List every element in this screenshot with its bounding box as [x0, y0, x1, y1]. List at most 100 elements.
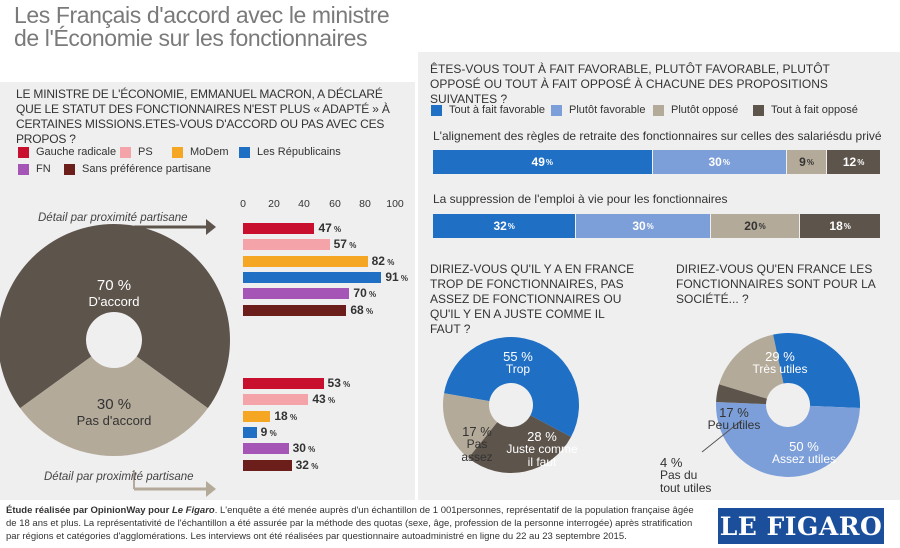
- party-bar-accord-0: [243, 223, 315, 234]
- slice-value: 50 %: [789, 439, 819, 454]
- stack-row-title: L'alignement des règles de retraite des …: [433, 129, 882, 143]
- legend-swatch: [64, 163, 75, 175]
- slice-label-tres-utiles: 29 % Très utiles: [748, 350, 812, 376]
- legend-label: Plutôt favorable: [569, 104, 646, 116]
- axis-tick: 80: [359, 198, 371, 210]
- question-left: LE MINISTRE DE L'ÉCONOMIE, EMMANUEL MACR…: [16, 87, 390, 146]
- party-bar-label: 43 %: [312, 392, 336, 407]
- legend-swatch: [18, 146, 29, 158]
- footer-source: Étude réalisée par OpinionWay pour: [6, 505, 170, 516]
- stack-segment-0-0: 49%: [433, 150, 652, 174]
- legend-label: Tout à fait favorable: [449, 104, 546, 116]
- party-legend: Gauche radicale PS MoDem Les Républicain…: [18, 146, 413, 182]
- party-bar-pas-accord-0: [243, 378, 324, 389]
- slice-label-juste: 28 % Juste comme il faut: [506, 430, 578, 469]
- slice-value: 55 %: [503, 349, 533, 364]
- legend-item: MoDem: [172, 146, 229, 158]
- party-bar-accord-4: [243, 288, 350, 300]
- party-bar-label: 18 %: [274, 408, 298, 423]
- slice-value: 29 %: [765, 349, 795, 364]
- axis-tick: 20: [268, 198, 280, 210]
- slice-name: Juste comme il faut: [506, 442, 578, 469]
- party-bar-label: 70 %: [353, 286, 377, 301]
- slice-name: Pas du tout utiles: [660, 468, 712, 495]
- slice-value: 70 %: [96, 277, 132, 294]
- legend-label: Tout à fait opposé: [771, 104, 858, 116]
- stack-legend: Tout à fait favorable Plutôt favorable P…: [431, 104, 891, 118]
- legend-label: MoDem: [190, 146, 229, 158]
- question-utilite: DIRIEZ-VOUS QU'EN FRANCE LES FONCTIONNAI…: [676, 262, 876, 306]
- slice-name: Très utiles: [752, 362, 808, 376]
- stack-row-title: La suppression de l'emploi à vie pour le…: [433, 192, 728, 206]
- party-bar-label: 68 %: [350, 302, 374, 317]
- legend-item: Tout à fait opposé: [753, 104, 858, 116]
- stack-segment-1-0: 32%: [433, 214, 576, 238]
- party-bar-label: 47 %: [318, 221, 342, 235]
- slice-value: 17 %: [462, 424, 492, 439]
- slice-label-pas-assez: 17 % Pas assez: [455, 425, 499, 464]
- stack-segment-1-2: 20%: [710, 214, 800, 238]
- question-right: ÊTES-VOUS TOUT À FAIT FAVORABLE, PLUTÔT …: [430, 62, 830, 106]
- slice-name: Trop: [505, 362, 531, 376]
- legend-item: PS: [120, 146, 153, 158]
- party-bar-pas-accord-5: [243, 459, 292, 471]
- stack-segment-0-3: 12%: [827, 150, 880, 174]
- party-bar-pas-accord-4: [243, 443, 289, 455]
- legend-swatch: [172, 146, 183, 158]
- legend-swatch: [653, 104, 664, 116]
- stack-segment-0-2: 9%: [786, 150, 827, 174]
- slice-label-pas-accord: 30 % Pas d'accord: [64, 396, 164, 428]
- legend-item: Plutôt favorable: [551, 104, 645, 116]
- footer-text: . L'enquête a été menée auprès d'un écha…: [6, 505, 694, 542]
- legend-label: PS: [138, 146, 153, 158]
- party-bar-label: 91 %: [385, 269, 409, 284]
- detail-label-accord: Détail par proximité partisane: [38, 212, 188, 224]
- legend-swatch: [431, 104, 442, 116]
- legend-swatch: [239, 146, 250, 158]
- slice-name: Peu utiles: [707, 418, 761, 432]
- slice-label-assez-utiles: 50 % Assez utiles: [766, 440, 842, 466]
- legend-item: Gauche radicale: [18, 146, 116, 158]
- legend-item: FN: [18, 163, 51, 175]
- legend-swatch: [120, 146, 131, 158]
- legend-label: Les Républicains: [257, 146, 341, 158]
- legend-item: Sans préférence partisane: [64, 163, 211, 175]
- slice-label-accord: 70 % D'accord: [64, 277, 164, 309]
- axis-tick: 0: [240, 198, 246, 210]
- legend-item: Tout à fait favorable: [431, 104, 545, 116]
- axis-tick: 100: [386, 198, 404, 210]
- stack-segment-1-3: 18%: [800, 214, 880, 238]
- slice-value: 28 %: [527, 429, 557, 444]
- legend-swatch: [753, 104, 764, 116]
- party-bar-label: 32 %: [295, 457, 319, 472]
- detail-label-pas-accord: Détail par proximité partisane: [44, 471, 194, 483]
- slice-label-trop: 55 % Trop: [488, 350, 548, 376]
- party-bar-label: 53 %: [327, 376, 351, 390]
- slice-name: Pas d'accord: [76, 413, 152, 428]
- slice-value: 4 %: [660, 455, 683, 470]
- party-bar-accord-2: [243, 255, 368, 267]
- legend-item: Les Républicains: [239, 146, 341, 158]
- party-bar-accord-5: [243, 304, 347, 316]
- party-bar-pas-accord-2: [243, 410, 271, 422]
- legend-label: FN: [36, 163, 51, 175]
- party-bar-accord-3: [243, 271, 382, 283]
- legend-item: Plutôt opposé: [653, 104, 738, 116]
- footer-note: Étude réalisée par OpinionWay pour Le Fi…: [6, 504, 696, 543]
- slice-label-peu-utiles: 17 % Peu utiles: [704, 406, 764, 432]
- legend-label: Gauche radicale: [36, 146, 117, 158]
- le-figaro-logo: LE FIGARO: [718, 508, 884, 544]
- slice-label-pas-du-tout: 4 % Pas du tout utiles: [660, 456, 724, 495]
- axis-tick: 60: [329, 198, 341, 210]
- party-bar-label: 30 %: [292, 441, 316, 456]
- slice-value: 17 %: [719, 405, 749, 420]
- party-bar-label: 82 %: [371, 253, 395, 268]
- party-bar-pas-accord-1: [243, 394, 309, 406]
- slice-value: 30 %: [96, 396, 132, 413]
- legend-label: Plutôt opposé: [671, 104, 739, 116]
- stack-segment-0-1: 30%: [652, 150, 786, 174]
- slice-name: D'accord: [88, 294, 140, 309]
- legend-swatch: [18, 163, 29, 175]
- page-title: Les Français d'accord avec le ministre d…: [14, 2, 390, 51]
- party-bar-label: 9 %: [260, 424, 277, 439]
